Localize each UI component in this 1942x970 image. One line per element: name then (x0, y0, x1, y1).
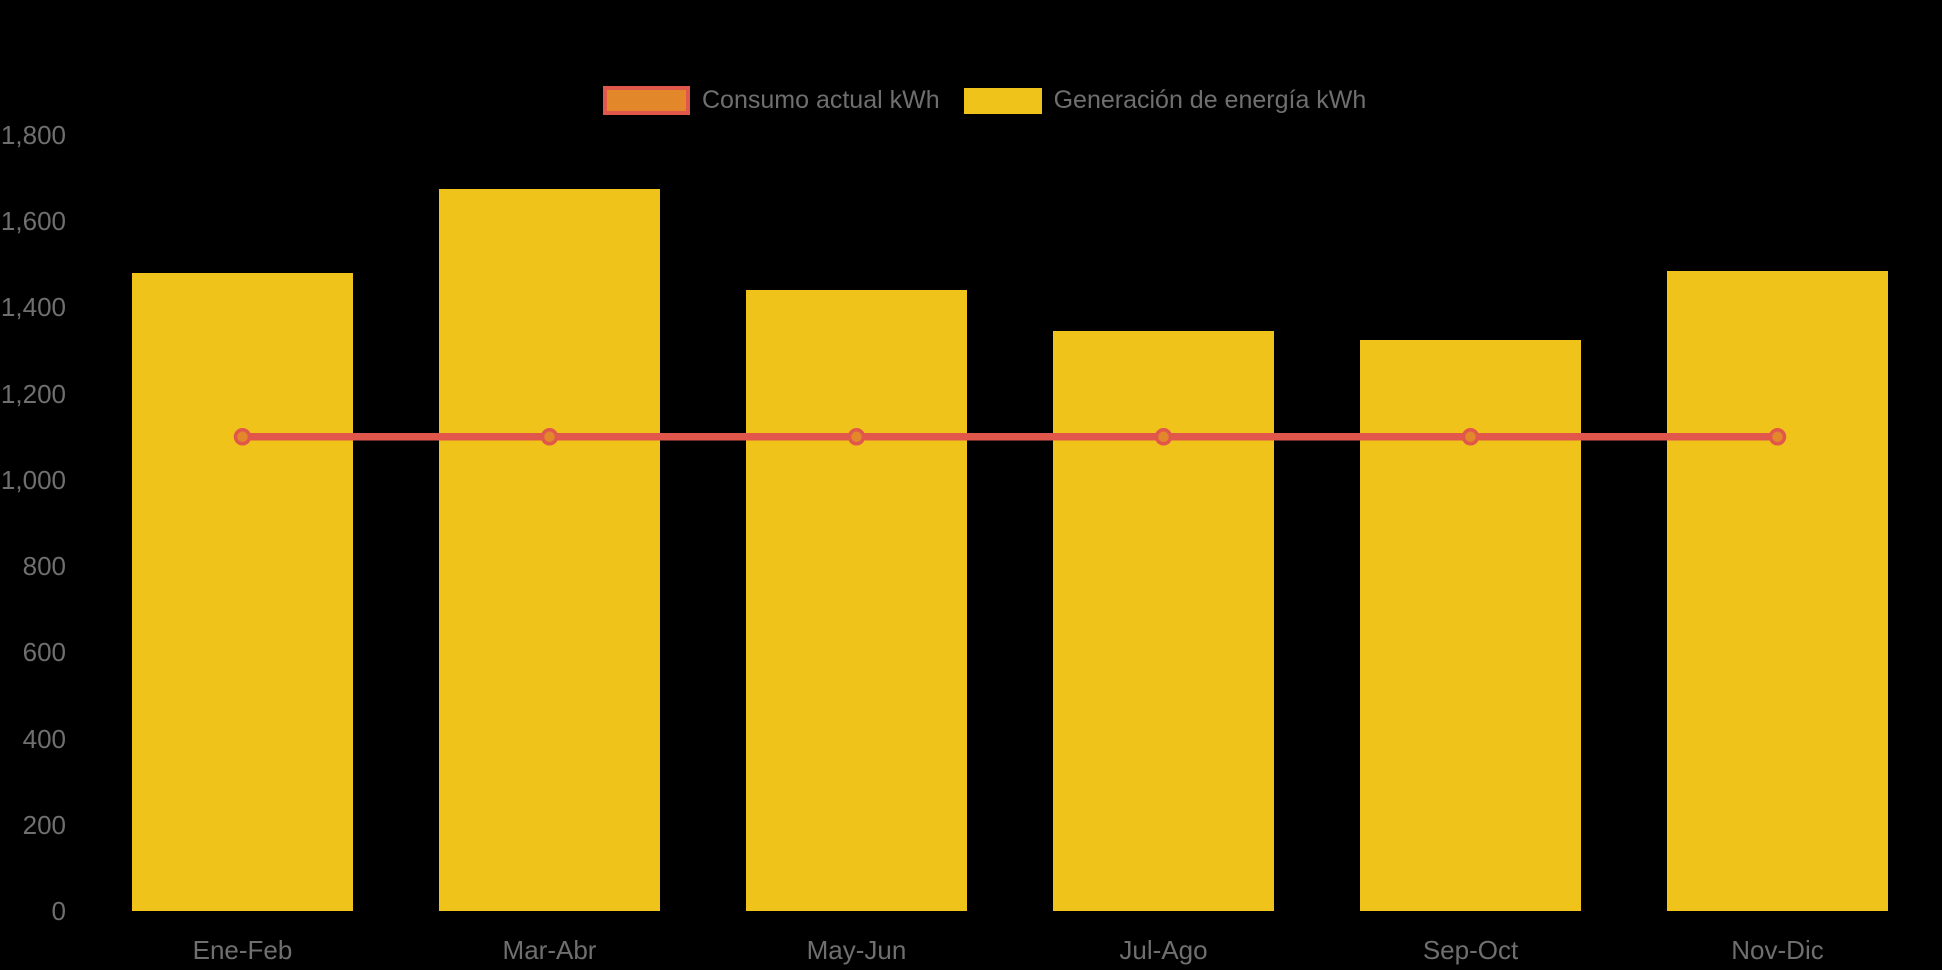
y-tick-label: 1,400 (0, 292, 66, 323)
x-tick-label: Ene-Feb (192, 935, 293, 965)
x-tick-label: Jul-Ago (1119, 935, 1208, 965)
bar-generacion[interactable] (439, 188, 660, 911)
legend-label-generacion: Generación de energía kWh (1053, 86, 1367, 114)
y-tick-label: 400 (22, 723, 66, 754)
y-tick-label: 0 (51, 896, 66, 926)
bar-generacion[interactable] (1360, 339, 1581, 911)
generacion-swatch-icon (963, 87, 1042, 114)
legend-item-generacion[interactable]: Generación de energía kWh (963, 86, 1367, 115)
consumo-line-point[interactable] (1154, 428, 1173, 446)
x-tick-label: Sep-Oct (1422, 935, 1519, 965)
y-tick-label: 1,600 (0, 206, 66, 237)
chart-legend: Consumo actual kWh Generación de energía… (603, 86, 1366, 115)
consumo-line-point[interactable] (1768, 428, 1787, 446)
y-tick-label: 600 (22, 637, 66, 668)
y-tick-label: 1,000 (0, 464, 66, 495)
bar-generacion[interactable] (1053, 331, 1274, 911)
y-tick-label: 200 (22, 809, 66, 840)
consumo-swatch-icon (603, 86, 690, 115)
y-tick-label: 800 (22, 551, 66, 582)
x-tick-label: May-Jun (806, 935, 907, 965)
bar-generacion[interactable] (132, 272, 353, 911)
y-tick-label: 1,200 (0, 378, 66, 409)
consumo-line-point[interactable] (1461, 428, 1480, 446)
consumo-line-point[interactable] (540, 428, 559, 446)
legend-label-consumo: Consumo actual kWh (702, 86, 940, 114)
consumo-line-point[interactable] (233, 428, 252, 446)
x-tick-label: Nov-Dic (1731, 935, 1824, 965)
y-tick-label: 1,800 (0, 120, 66, 150)
legend-item-consumo[interactable]: Consumo actual kWh (603, 86, 940, 115)
bar-generacion[interactable] (1667, 270, 1888, 911)
x-tick-label: Mar-Abr (502, 935, 597, 965)
consumo-line-point[interactable] (847, 428, 866, 446)
bar-generacion[interactable] (746, 290, 967, 911)
